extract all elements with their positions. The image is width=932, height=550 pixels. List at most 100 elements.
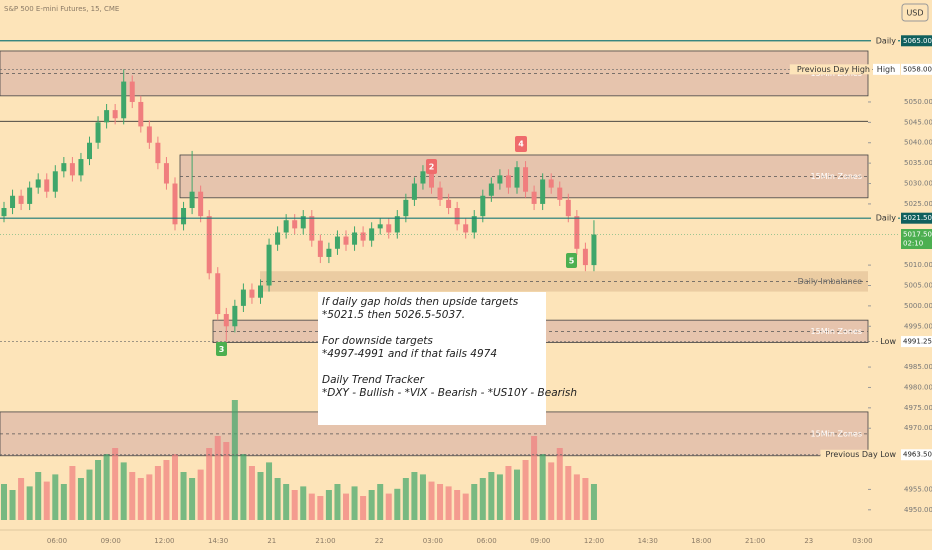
volume-bar bbox=[189, 478, 196, 520]
badge-label: 3 bbox=[219, 345, 225, 354]
volume-bar bbox=[514, 469, 520, 520]
candle-body bbox=[420, 171, 426, 184]
volume-bar bbox=[300, 486, 307, 520]
volume-bar bbox=[206, 448, 213, 520]
level-name-bg bbox=[789, 64, 872, 75]
candle-body bbox=[411, 183, 417, 200]
badge-label: 2 bbox=[429, 163, 435, 172]
x-tick-label: 03:00 bbox=[852, 537, 872, 545]
candle-body bbox=[240, 289, 246, 306]
level-tag: High bbox=[877, 65, 895, 74]
candle-body bbox=[283, 220, 289, 233]
badge-label: 4 bbox=[518, 140, 524, 149]
volume-bar bbox=[257, 472, 264, 520]
candle-body bbox=[78, 159, 84, 176]
volume-bar bbox=[172, 454, 178, 520]
level-value: 5021.50 bbox=[903, 214, 932, 222]
countdown: 02:10 bbox=[903, 240, 923, 248]
candle-body bbox=[95, 122, 101, 143]
volume-bar bbox=[163, 460, 170, 520]
candle-body bbox=[198, 191, 204, 217]
volume-bar bbox=[531, 436, 538, 520]
volume-bar bbox=[180, 472, 187, 520]
volume-bar bbox=[437, 484, 444, 520]
volume-bar bbox=[565, 466, 572, 520]
level-value: 4963.50 bbox=[903, 451, 932, 459]
x-tick-label: 12:00 bbox=[154, 537, 174, 545]
currency[interactable]: USD bbox=[906, 9, 923, 18]
candle-body bbox=[514, 167, 520, 188]
level-badge bbox=[901, 35, 932, 47]
volume-bar bbox=[334, 484, 341, 520]
candle-body bbox=[146, 126, 152, 143]
candle-body bbox=[181, 208, 187, 225]
x-tick-label: 09:00 bbox=[101, 537, 121, 545]
volume-bar bbox=[368, 490, 375, 520]
x-tick-label: 12:00 bbox=[584, 537, 604, 545]
volume-bar bbox=[1, 484, 7, 520]
note-line: If daily gap holds then upside targets bbox=[322, 296, 519, 308]
candle-body bbox=[292, 220, 298, 229]
volume-bar bbox=[197, 469, 204, 520]
y-tick-label: 5025.00 bbox=[904, 200, 932, 208]
volume-bar bbox=[248, 466, 255, 520]
candle-body bbox=[540, 179, 546, 204]
y-tick-label: 5050.00 bbox=[904, 98, 932, 106]
y-tick-label: 5005.00 bbox=[904, 281, 932, 289]
level-value: 4991.25 bbox=[903, 338, 932, 346]
candle-body bbox=[232, 305, 238, 327]
volume-bar bbox=[454, 490, 461, 520]
volume bbox=[1, 400, 597, 520]
candle-body bbox=[215, 273, 221, 315]
candle-body bbox=[163, 163, 169, 184]
candle-body bbox=[454, 208, 460, 225]
volume-bar bbox=[86, 469, 93, 520]
volume-bar bbox=[103, 454, 110, 520]
volume-bar bbox=[317, 496, 324, 520]
candle-body bbox=[10, 195, 16, 208]
candle-body bbox=[334, 236, 340, 249]
x-tick-label: 22 bbox=[375, 537, 384, 545]
candle-body bbox=[352, 232, 358, 245]
levels: Daily 5065.00 Previous Day High High 5058.00… bbox=[0, 35, 932, 461]
candle-body bbox=[61, 163, 67, 172]
y-tick-label: 4950.00 bbox=[904, 506, 932, 514]
candles bbox=[1, 69, 597, 342]
candle-body bbox=[249, 289, 255, 298]
volume-bar bbox=[343, 493, 349, 520]
candle-body bbox=[206, 216, 212, 274]
candle-body bbox=[557, 187, 563, 200]
price-axis: 5050.00 5045.00 5040.00 5035.00 5030.00 5025.… bbox=[868, 98, 932, 514]
currency-button[interactable] bbox=[901, 3, 929, 22]
volume-bar bbox=[231, 400, 238, 520]
level-name-bg bbox=[871, 35, 898, 46]
y-tick-label: 5040.00 bbox=[904, 139, 932, 147]
badges: 3 2 4 5 bbox=[216, 136, 577, 356]
level-name-bg bbox=[820, 449, 898, 460]
last-price-badge bbox=[901, 229, 932, 250]
candle-body bbox=[18, 195, 24, 204]
note-line: Daily Trend Tracker bbox=[322, 374, 425, 386]
y-tick-label: 4975.00 bbox=[904, 404, 932, 412]
volume-bar bbox=[214, 436, 221, 520]
candle-body bbox=[565, 199, 571, 217]
badge bbox=[566, 253, 577, 268]
candle-body bbox=[531, 191, 537, 204]
candle-body bbox=[266, 244, 272, 286]
note-background bbox=[318, 292, 546, 425]
volume-bar bbox=[146, 474, 153, 520]
volume-bar bbox=[377, 484, 384, 520]
volume-bar bbox=[462, 493, 469, 520]
candle-body bbox=[44, 179, 50, 192]
zone-label: Daily Imbalance bbox=[798, 277, 863, 286]
volume-bar bbox=[428, 481, 435, 520]
volume-bar bbox=[479, 478, 486, 520]
y-tick-label: 4980.00 bbox=[904, 383, 932, 391]
volume-bar bbox=[283, 484, 290, 520]
candle-body bbox=[27, 187, 33, 204]
zone-label: 15Min Zones bbox=[811, 172, 862, 181]
level-badge bbox=[901, 212, 932, 224]
candle-body bbox=[480, 195, 486, 217]
volume-bar bbox=[496, 474, 503, 520]
